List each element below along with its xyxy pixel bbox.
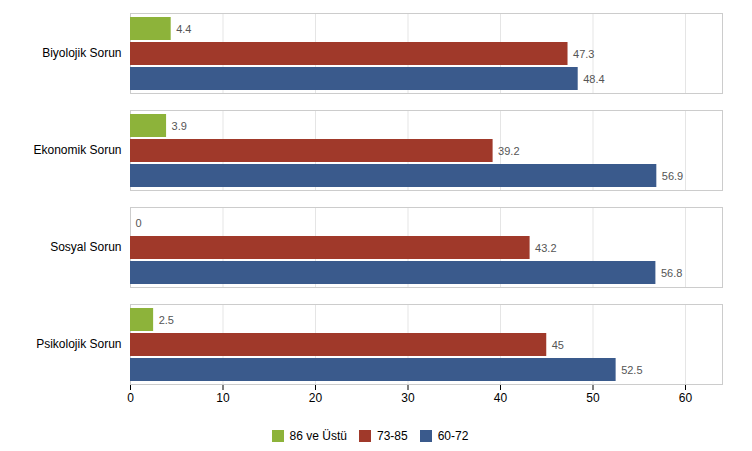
svg-text:3.9: 3.9	[172, 120, 187, 132]
svg-text:Psikolojik Sorun: Psikolojik Sorun	[36, 337, 121, 351]
html-text:73-85: 73-85	[377, 428, 408, 443]
svg-text:10: 10	[216, 391, 230, 405]
svg-text:60: 60	[679, 391, 693, 405]
svg-text:48.4: 48.4	[583, 73, 604, 85]
svg-text:39.2: 39.2	[498, 145, 519, 157]
svg-text:40: 40	[494, 391, 508, 405]
svg-text:47.3: 47.3	[573, 48, 594, 60]
svg-text:30: 30	[401, 391, 415, 405]
svg-text:20: 20	[309, 391, 323, 405]
svg-text:Biyolojik Sorun: Biyolojik Sorun	[42, 46, 121, 60]
svg-text:50: 50	[586, 391, 600, 405]
svg-text:56.8: 56.8	[661, 267, 682, 279]
svg-text:4.4: 4.4	[176, 23, 191, 35]
svg-text:0: 0	[127, 391, 134, 405]
svg-text:56.9: 56.9	[662, 170, 683, 182]
svg-text:0: 0	[136, 217, 142, 229]
html-text:60-72: 60-72	[437, 428, 469, 443]
svg-text:43.2: 43.2	[535, 242, 556, 254]
html-text:86 ve Üstü: 86 ve Üstü	[289, 428, 347, 443]
svg-text:Sosyal Sorun: Sosyal Sorun	[50, 240, 121, 254]
svg-text:Ekonomik Sorun: Ekonomik Sorun	[33, 143, 121, 157]
svg-text:2.5: 2.5	[159, 314, 174, 326]
svg-text:45: 45	[552, 339, 564, 351]
svg-text:52.5: 52.5	[621, 364, 642, 376]
